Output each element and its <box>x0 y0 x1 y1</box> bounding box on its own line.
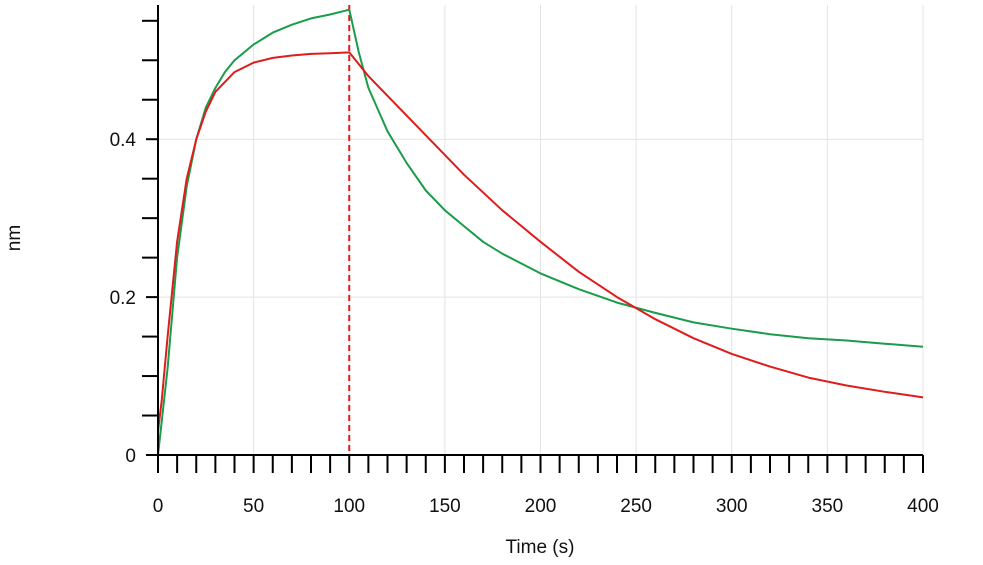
x-tick-label: 200 <box>525 496 557 517</box>
y-tick-label: 0.2 <box>110 288 136 309</box>
y-axis-title: nm <box>4 225 25 251</box>
x-axis-title: Time (s) <box>506 537 575 558</box>
grid <box>158 5 924 455</box>
x-tick-label: 50 <box>243 496 264 517</box>
series-lines <box>157 8 924 456</box>
series-line <box>157 51 924 432</box>
y-tick-label: 0 <box>125 446 136 467</box>
tick-labels: 0 50 100 150 200 250 300 350 400 0 0.2 0.4 <box>110 130 939 517</box>
x-tick-label: 400 <box>907 496 939 517</box>
axes <box>142 5 924 473</box>
series-line <box>157 8 924 456</box>
y-tick-label: 0.4 <box>110 130 137 151</box>
x-tick-label: 250 <box>620 496 652 517</box>
x-tick-label: 100 <box>333 496 365 517</box>
x-tick-label: 300 <box>716 496 748 517</box>
x-tick-label: 150 <box>429 496 461 517</box>
x-tick-label: 350 <box>812 496 844 517</box>
x-tick-label: 0 <box>153 496 164 517</box>
